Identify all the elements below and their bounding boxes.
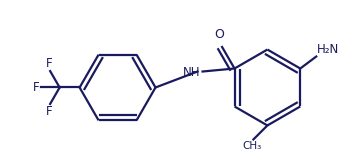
Text: CH₃: CH₃ (243, 141, 262, 151)
Text: H₂N: H₂N (317, 43, 339, 56)
Text: O: O (214, 28, 225, 40)
Text: NH: NH (183, 66, 200, 79)
Text: F: F (46, 105, 52, 118)
Text: F: F (46, 56, 52, 70)
Text: F: F (33, 81, 39, 94)
